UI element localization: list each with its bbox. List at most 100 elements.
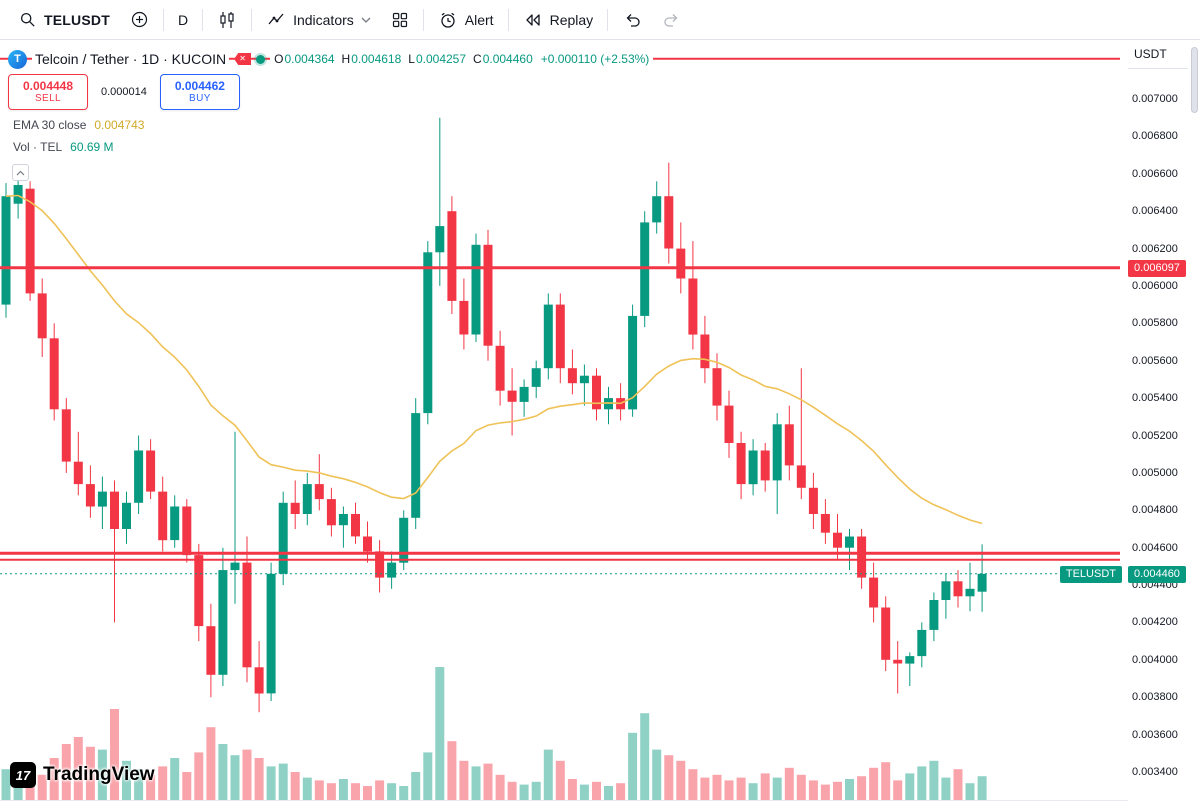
volume-bar bbox=[459, 760, 469, 800]
candle bbox=[97, 491, 107, 507]
sell-button[interactable]: 0.004448 SELL bbox=[8, 74, 88, 110]
redo-button[interactable] bbox=[653, 5, 691, 35]
candle bbox=[122, 502, 131, 529]
volume-bar bbox=[531, 781, 541, 800]
volume-bar bbox=[375, 780, 385, 800]
tradingview-logo[interactable]: 17 TradingView bbox=[10, 762, 155, 788]
buy-button[interactable]: 0.004462 BUY bbox=[159, 74, 240, 110]
candle bbox=[254, 667, 264, 694]
ema-line bbox=[5, 194, 983, 525]
toolbar-separator bbox=[607, 8, 609, 31]
volume-bar bbox=[351, 783, 360, 800]
volume-bar bbox=[664, 755, 674, 800]
candle bbox=[833, 532, 842, 548]
scrollbar-track bbox=[1188, 41, 1200, 807]
low-value: 0.004257 bbox=[415, 52, 467, 66]
volume-indicator-row[interactable]: Vol · TEL 60.69 M bbox=[10, 139, 117, 155]
candle bbox=[869, 577, 879, 608]
undo-button[interactable] bbox=[613, 5, 651, 35]
candle bbox=[543, 304, 553, 369]
candle bbox=[206, 626, 216, 675]
volume-bar bbox=[555, 760, 565, 800]
chart-style-button[interactable] bbox=[208, 5, 246, 35]
candle bbox=[182, 506, 192, 556]
candle bbox=[399, 517, 409, 563]
price-axis-label: 0.003800 bbox=[1132, 691, 1178, 704]
ema-indicator-row[interactable]: EMA 30 close 0.004743 bbox=[10, 117, 148, 133]
candle bbox=[724, 405, 734, 443]
volume-bar bbox=[423, 752, 433, 800]
replay-button[interactable]: Replay bbox=[514, 5, 603, 35]
scrollbar-thumb[interactable] bbox=[1191, 47, 1198, 113]
volume-bar bbox=[592, 781, 601, 800]
volume-bar bbox=[905, 773, 915, 800]
candle bbox=[652, 196, 662, 223]
volume-bar bbox=[760, 773, 770, 800]
volume-bar bbox=[483, 763, 493, 800]
time-axis[interactable] bbox=[0, 800, 1200, 808]
symbol-title[interactable]: Telcoin / Tether · 1D · KUCOIN bbox=[32, 49, 230, 69]
candle bbox=[278, 502, 288, 574]
candle bbox=[495, 345, 505, 391]
candle bbox=[375, 551, 385, 578]
interval-button[interactable]: D bbox=[169, 5, 197, 35]
volume-bar bbox=[833, 781, 842, 800]
candle bbox=[411, 413, 421, 518]
layout-templates-button[interactable] bbox=[382, 5, 418, 35]
chart-legend[interactable]: T Telcoin / Tether · 1D · KUCOIN ✕ O 0.00… bbox=[8, 49, 654, 69]
volume-bar bbox=[37, 774, 47, 800]
legend-collapse-button[interactable] bbox=[12, 164, 29, 181]
candle bbox=[760, 450, 770, 481]
candle bbox=[387, 562, 397, 578]
candle bbox=[483, 244, 493, 346]
series-status-dot-icon bbox=[256, 54, 266, 64]
indicators-icon bbox=[266, 10, 286, 30]
candle bbox=[519, 386, 529, 402]
candle bbox=[555, 304, 565, 369]
axis-currency-label: USDT bbox=[1134, 47, 1167, 61]
price-axis-label: 0.006000 bbox=[1132, 279, 1178, 292]
axis-currency-selector[interactable]: USDT bbox=[1128, 40, 1188, 69]
volume-bar bbox=[652, 749, 662, 800]
volume-label: Vol · TEL bbox=[13, 140, 63, 154]
price-axis[interactable]: USDT 0.007000 0.006800 0.006600 0.006400 0.0… bbox=[1128, 0, 1188, 807]
candle bbox=[314, 484, 324, 500]
toolbar-separator bbox=[162, 8, 164, 31]
chevron-down-icon bbox=[361, 17, 371, 23]
red-flag-icon[interactable]: ✕ bbox=[234, 53, 252, 65]
trade-panel: 0.004448 SELL 0.000014 0.004462 BUY bbox=[8, 74, 240, 110]
high-value: 0.004618 bbox=[351, 52, 402, 66]
candle bbox=[784, 424, 794, 466]
candle bbox=[326, 499, 336, 526]
alert-button[interactable]: Alert bbox=[429, 5, 503, 35]
buy-price: 0.004462 bbox=[174, 79, 225, 93]
candle bbox=[158, 491, 168, 541]
compare-add-button[interactable] bbox=[121, 5, 158, 35]
volume-bar bbox=[712, 774, 722, 800]
volume-bar bbox=[206, 727, 216, 800]
volume-bar bbox=[302, 777, 312, 800]
current-price-badge: 0.004460 bbox=[1128, 565, 1186, 583]
plus-circle-icon bbox=[130, 10, 149, 29]
candle bbox=[146, 450, 156, 492]
symbol-search-button[interactable]: TELUSDT bbox=[10, 5, 119, 35]
volume-bar bbox=[326, 783, 336, 800]
indicators-button[interactable]: Indicators bbox=[257, 5, 380, 35]
volume-bar bbox=[110, 709, 119, 800]
alert-clock-icon bbox=[438, 10, 458, 30]
candle bbox=[929, 600, 939, 630]
low-label: L bbox=[408, 52, 415, 66]
volume-bar bbox=[881, 762, 891, 800]
tradingview-wordmark: TradingView bbox=[43, 764, 155, 785]
volume-bar bbox=[278, 763, 288, 800]
candle bbox=[363, 536, 372, 552]
candle bbox=[218, 570, 228, 675]
volume-bar bbox=[387, 783, 397, 800]
candle bbox=[134, 450, 144, 503]
volume-bar bbox=[941, 777, 951, 800]
toolbar-symbol-label: TELUSDT bbox=[44, 11, 110, 28]
candlestick-series bbox=[1, 117, 987, 713]
volume-bar bbox=[134, 769, 144, 800]
candle bbox=[230, 562, 240, 571]
